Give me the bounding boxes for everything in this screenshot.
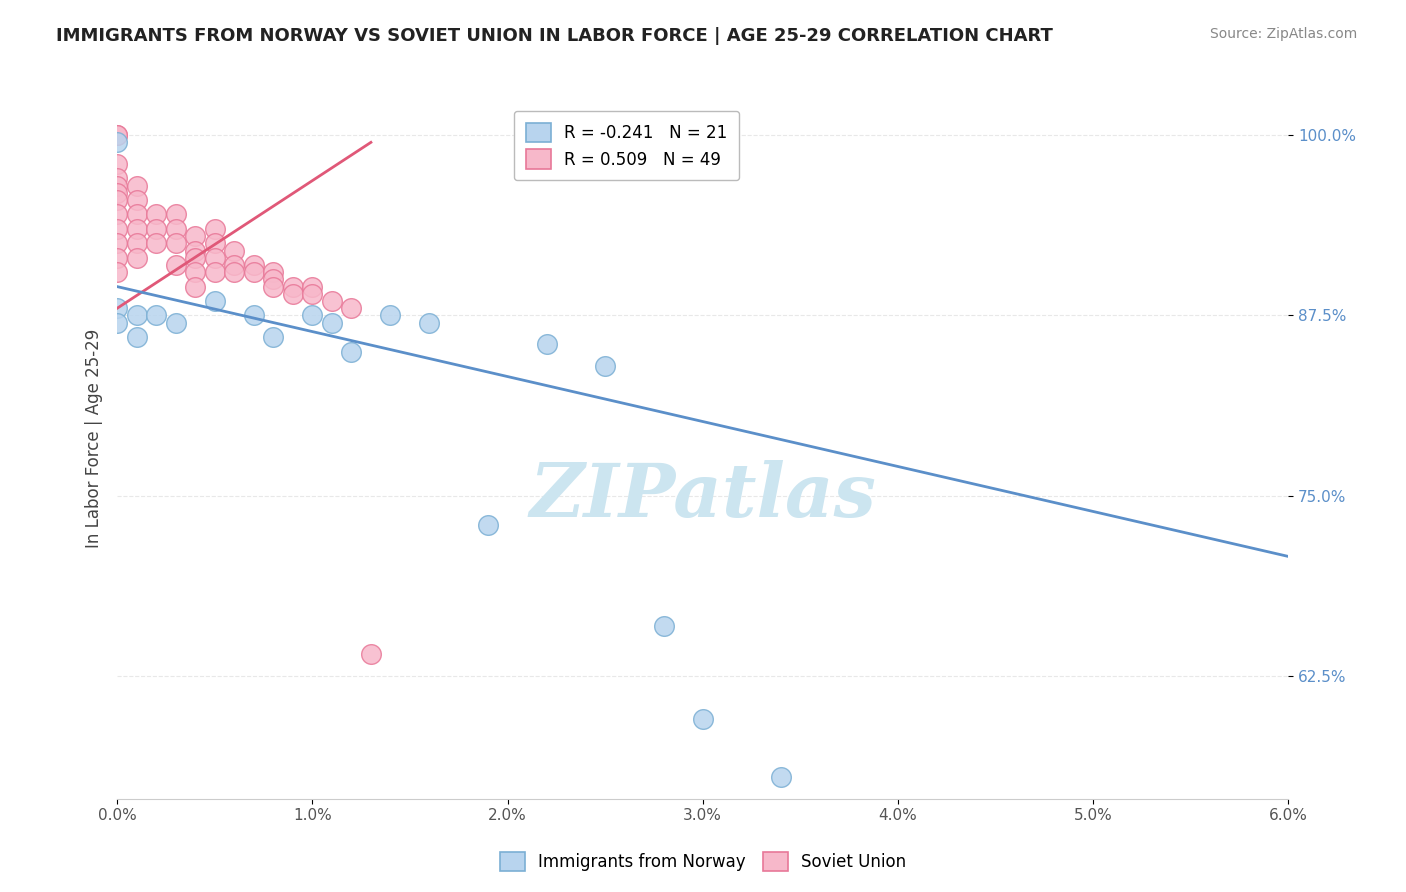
Point bbox=[262, 272, 284, 286]
Point bbox=[145, 236, 167, 251]
Point bbox=[105, 316, 128, 330]
Point bbox=[184, 251, 207, 265]
Point bbox=[340, 301, 363, 316]
Point bbox=[769, 770, 792, 784]
Point bbox=[204, 236, 226, 251]
Point bbox=[593, 359, 616, 373]
Point bbox=[204, 265, 226, 279]
Point bbox=[243, 265, 266, 279]
Point bbox=[105, 178, 128, 193]
Point bbox=[125, 193, 148, 207]
Point bbox=[105, 207, 128, 221]
Point bbox=[165, 316, 187, 330]
Point bbox=[224, 265, 246, 279]
Point bbox=[105, 265, 128, 279]
Point bbox=[105, 193, 128, 207]
Point bbox=[340, 344, 363, 359]
Point bbox=[204, 251, 226, 265]
Point bbox=[224, 258, 246, 272]
Point bbox=[105, 136, 128, 150]
Point bbox=[184, 244, 207, 258]
Text: Source: ZipAtlas.com: Source: ZipAtlas.com bbox=[1209, 27, 1357, 41]
Point bbox=[301, 309, 323, 323]
Point bbox=[105, 251, 128, 265]
Point bbox=[243, 309, 266, 323]
Point bbox=[125, 236, 148, 251]
Point bbox=[125, 251, 148, 265]
Point bbox=[105, 157, 128, 171]
Point bbox=[125, 222, 148, 236]
Point bbox=[360, 648, 382, 662]
Point bbox=[105, 301, 128, 316]
Point bbox=[652, 618, 675, 632]
Point bbox=[536, 337, 558, 351]
Text: IMMIGRANTS FROM NORWAY VS SOVIET UNION IN LABOR FORCE | AGE 25-29 CORRELATION CH: IMMIGRANTS FROM NORWAY VS SOVIET UNION I… bbox=[56, 27, 1053, 45]
Point bbox=[692, 713, 714, 727]
Point bbox=[184, 229, 207, 244]
Point bbox=[204, 293, 226, 308]
Point bbox=[165, 236, 187, 251]
Point bbox=[301, 279, 323, 293]
Point bbox=[105, 128, 128, 143]
Point bbox=[105, 186, 128, 200]
Point bbox=[165, 258, 187, 272]
Point bbox=[145, 222, 167, 236]
Y-axis label: In Labor Force | Age 25-29: In Labor Force | Age 25-29 bbox=[86, 328, 103, 548]
Point bbox=[125, 178, 148, 193]
Point bbox=[145, 309, 167, 323]
Point bbox=[204, 222, 226, 236]
Point bbox=[184, 279, 207, 293]
Point bbox=[105, 236, 128, 251]
Point bbox=[418, 316, 440, 330]
Point bbox=[105, 222, 128, 236]
Point bbox=[184, 265, 207, 279]
Point bbox=[281, 286, 304, 301]
Point bbox=[262, 265, 284, 279]
Point bbox=[262, 330, 284, 344]
Point bbox=[321, 316, 343, 330]
Point bbox=[145, 207, 167, 221]
Point bbox=[477, 517, 499, 532]
Point bbox=[125, 309, 148, 323]
Legend: Immigrants from Norway, Soviet Union: Immigrants from Norway, Soviet Union bbox=[492, 843, 914, 880]
Point bbox=[105, 128, 128, 143]
Point bbox=[380, 309, 402, 323]
Text: ZIPatlas: ZIPatlas bbox=[529, 459, 876, 532]
Point bbox=[224, 244, 246, 258]
Point bbox=[125, 330, 148, 344]
Point bbox=[281, 279, 304, 293]
Point bbox=[105, 171, 128, 186]
Point bbox=[125, 207, 148, 221]
Point bbox=[262, 279, 284, 293]
Point bbox=[301, 286, 323, 301]
Legend: R = -0.241   N = 21, R = 0.509   N = 49: R = -0.241 N = 21, R = 0.509 N = 49 bbox=[515, 111, 740, 180]
Point bbox=[165, 207, 187, 221]
Point bbox=[243, 258, 266, 272]
Point bbox=[321, 293, 343, 308]
Point bbox=[165, 222, 187, 236]
